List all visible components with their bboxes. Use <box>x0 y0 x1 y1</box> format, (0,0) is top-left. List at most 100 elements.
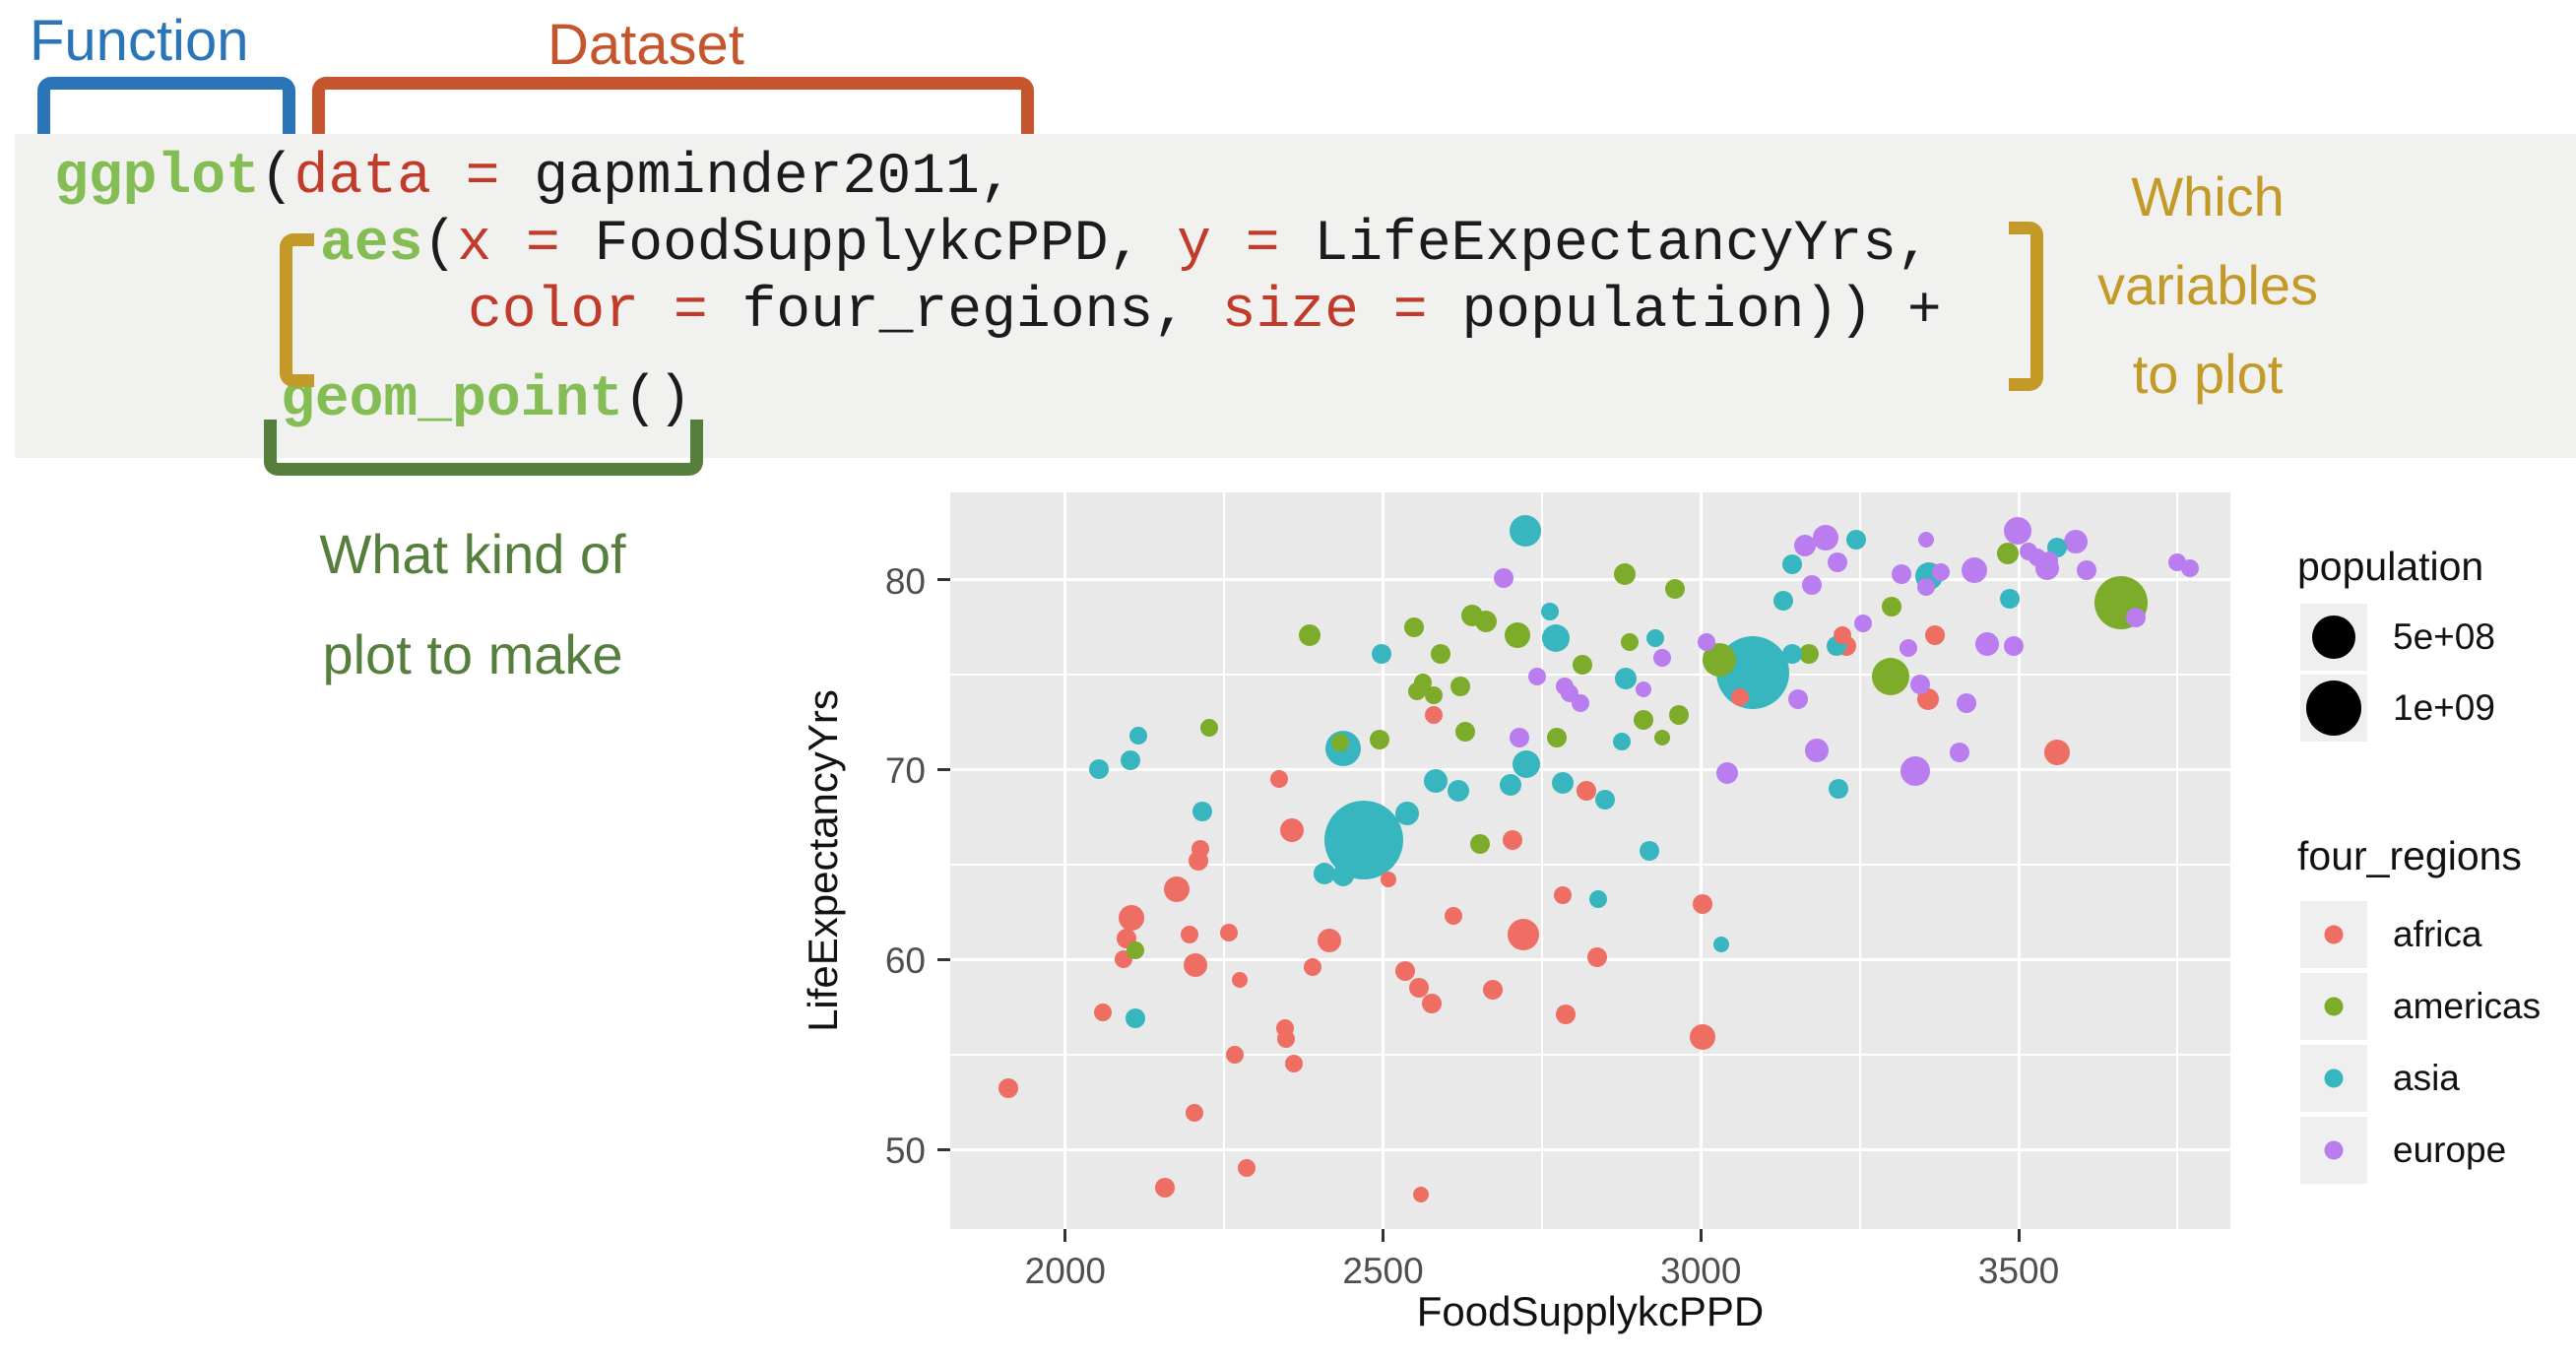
data-point <box>1961 557 1987 584</box>
data-point <box>1482 980 1503 1001</box>
x-tick-mark <box>2017 1229 2021 1242</box>
data-point <box>1423 769 1448 794</box>
data-point <box>1513 749 1541 778</box>
data-point <box>1424 705 1443 724</box>
y-tick-mark <box>937 957 950 961</box>
region-key-dot-americas <box>2324 997 2344 1016</box>
population-key-box <box>2300 604 2367 671</box>
data-point <box>1505 621 1531 648</box>
data-point <box>1572 655 1592 676</box>
y-tick-mark <box>937 767 950 771</box>
code-segment-plain: () <box>623 368 692 432</box>
code-segment-arg: color = <box>468 280 742 344</box>
region-key-label-americas: americas <box>2393 986 2542 1026</box>
data-point <box>1881 596 1901 616</box>
region-key-dot-europe <box>2324 1140 2344 1160</box>
data-point <box>1500 773 1522 796</box>
data-point <box>1588 889 1607 908</box>
data-point <box>1541 603 1560 621</box>
data-point <box>1409 978 1430 999</box>
data-point <box>1089 759 1110 780</box>
aes-bracket-left <box>280 233 314 387</box>
y-tick-label: 70 <box>884 750 926 792</box>
data-point <box>1974 632 1999 657</box>
data-point <box>1547 727 1568 747</box>
data-point <box>1510 727 1530 747</box>
data-point <box>1318 928 1342 952</box>
gridline-major-x <box>1699 492 1703 1229</box>
which-line-1: Which <box>2131 165 2285 227</box>
data-point <box>1313 863 1335 885</box>
data-point <box>1636 681 1652 698</box>
population-legend-title: population <box>2297 544 2484 589</box>
data-point <box>1613 732 1632 750</box>
what-line-1: What kind of <box>319 523 626 585</box>
data-point <box>1828 552 1848 573</box>
data-point <box>1163 875 1190 902</box>
data-point <box>1191 801 1212 821</box>
data-point <box>1872 658 1910 695</box>
data-point <box>1801 575 1822 596</box>
code-segment-plain: LifeExpectancyYrs, <box>1314 213 1931 277</box>
data-point <box>1444 906 1462 925</box>
data-point <box>1924 624 1945 645</box>
data-point <box>1698 633 1716 652</box>
gridline-major-y <box>950 1147 2230 1151</box>
gridline-major-x <box>1063 492 1067 1229</box>
data-point <box>1668 704 1689 725</box>
data-point <box>1773 590 1794 611</box>
y-axis-title: LifeExpectancyYrs <box>800 689 846 1032</box>
code-line-1: ggplot(data = gapminder2011, <box>54 150 1014 207</box>
data-point <box>1381 872 1397 888</box>
data-point <box>1118 904 1144 931</box>
code-segment-arg: data = <box>293 146 535 210</box>
data-point <box>2003 636 2024 657</box>
data-point <box>1455 721 1476 742</box>
gridline-major-y <box>950 767 2230 771</box>
gridline-major-x <box>2017 492 2021 1229</box>
y-tick-mark <box>937 578 950 582</box>
gridline-minor-x <box>2176 492 2179 1229</box>
data-point <box>1494 567 1514 588</box>
plot-panel <box>950 492 2230 1229</box>
data-point <box>1424 686 1443 705</box>
function-label: Function <box>30 9 249 73</box>
data-point <box>1120 749 1140 770</box>
region-key-dot-africa <box>2324 925 2344 944</box>
y-tick-label: 50 <box>884 1131 926 1172</box>
data-point <box>1997 542 2020 564</box>
data-point <box>1503 829 1523 850</box>
code-segment-arg: x = <box>457 213 595 277</box>
code-segment-plain: FoodSupplykcPPD, <box>594 213 1178 277</box>
gridline-minor-y <box>950 674 2230 677</box>
data-point <box>1594 790 1615 810</box>
dataset-bracket <box>312 77 1034 151</box>
data-point <box>1303 957 1321 976</box>
y-tick-mark <box>937 1147 950 1151</box>
geom-point-bracket <box>264 420 703 476</box>
data-point <box>1812 525 1838 551</box>
function-bracket <box>37 77 295 151</box>
code-segment-kw: aes <box>320 213 423 277</box>
data-point <box>1900 639 1918 658</box>
data-point <box>1475 611 1498 633</box>
code-line-3: color = four_regions, size = population)… <box>468 284 1942 341</box>
data-point <box>1404 616 1425 637</box>
data-point <box>1370 729 1390 749</box>
code-segment-plain: ( <box>422 213 458 277</box>
x-tick-label: 2500 <box>1342 1251 1424 1291</box>
data-point <box>1553 885 1572 904</box>
data-point <box>1414 673 1433 691</box>
region-key-label-africa: africa <box>2393 914 2482 954</box>
data-point <box>1587 947 1608 968</box>
data-point <box>1614 667 1637 689</box>
data-point <box>1422 993 1443 1013</box>
code-line-4: geom_point() <box>281 372 692 429</box>
population-key-label: 5e+08 <box>2393 616 2495 657</box>
data-point <box>1646 629 1665 648</box>
region-key-box-americas <box>2300 973 2367 1040</box>
data-point <box>1900 756 1931 787</box>
data-point <box>1277 1030 1296 1049</box>
data-point <box>2180 559 2199 578</box>
data-point <box>1447 779 1469 802</box>
